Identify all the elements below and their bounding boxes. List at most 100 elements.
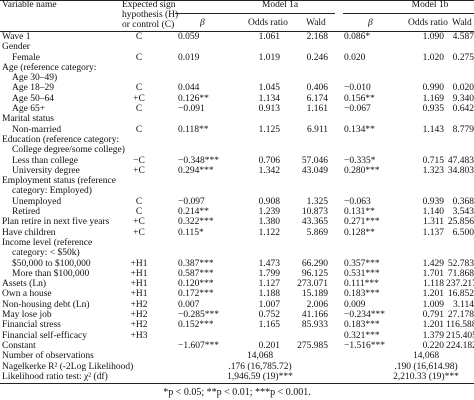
table-row: Assets (Ln) +H1 0.120*** 1.127 273.071 0.111*… xyxy=(0,279,474,289)
table-row: Less than college −C −0.348*** 0.706 57.046 −… xyxy=(0,156,474,166)
row-hypothesis: +H3 xyxy=(130,330,148,341)
row-hypothesis: −C xyxy=(133,155,145,166)
model-1a-odds: 1.473 xyxy=(258,258,280,269)
bottom-rule xyxy=(0,383,474,385)
model-1a-odds: 1.122 xyxy=(258,227,280,238)
model-1b-beta: 0.086* xyxy=(344,32,371,42)
top-rule xyxy=(0,0,474,1)
table-row: Wave 1 C 0.059 1.061 2.168 0.086* 1.090 4.587 xyxy=(0,32,474,42)
table-row: Retired C 0.214** 1.239 10.873 0.131** 1.140 3.… xyxy=(0,207,474,217)
model-1b-odds: 1.201 xyxy=(422,320,444,331)
model-1b-wald: 215.405 xyxy=(446,330,474,341)
model-1a-wald: 5.869 xyxy=(306,227,328,238)
table-row: Number of observations 14,068 14,068 xyxy=(0,351,474,361)
table-row: category: Employed) xyxy=(0,186,474,196)
model-1b-wald: 25.856 xyxy=(447,217,474,228)
model-1b-beta: 0.111*** xyxy=(344,279,379,290)
row-label: Retired xyxy=(12,207,40,218)
table-row: Unemployed C −0.097 0.908 1.325 −0.063 0.939 0.… xyxy=(0,197,474,207)
model-1b-beta: 0.321*** xyxy=(344,330,380,341)
model-1b-wald: 0.275 xyxy=(452,52,474,63)
model-1a-odds: 1.188 xyxy=(258,289,280,300)
model-1a-beta: 0.152*** xyxy=(178,320,214,331)
row-label: Constant xyxy=(2,340,36,351)
row-hypothesis: C xyxy=(135,124,143,135)
row-label: Financial self-efficacy xyxy=(2,330,88,341)
table-row: Plan retire in next five years +C 0.322***… xyxy=(0,217,474,227)
row-label: More than $100,000 xyxy=(12,268,90,279)
model-1a-beta: 0.059 xyxy=(178,32,200,42)
model-1a-odds: 0.752 xyxy=(258,310,280,321)
model-1a-summary: .176 (16,785.72) xyxy=(228,361,292,372)
row-hypothesis: +H2 xyxy=(130,299,148,310)
model-1a-wald: 96.125 xyxy=(301,268,328,279)
row-label: Financial stress xyxy=(2,320,61,331)
model-1a-wald: 275.985 xyxy=(297,340,328,351)
row-label: Unemployed xyxy=(12,196,62,207)
model-1a-wald: 43.049 xyxy=(301,165,328,176)
model-1b-wald: 0.020 xyxy=(452,83,474,94)
model-1a-odds: 1.799 xyxy=(258,268,280,279)
model-1a-odds: 0.913 xyxy=(258,104,280,115)
model-1a-odds: 1.019 xyxy=(258,52,280,63)
model-1a-beta: 0.322*** xyxy=(178,217,214,228)
model-1a-odds: 1.239 xyxy=(258,207,280,218)
row-label: Less than college xyxy=(12,155,78,166)
table-row: Nagelkerke R² (-2Log Likelihood) .176 (16… xyxy=(0,362,474,372)
model-1b-wald: 52.783 xyxy=(447,258,474,269)
row-label: Income level (reference xyxy=(2,237,93,248)
model-1b-wald: 8.779 xyxy=(452,124,474,135)
model-1a-beta: 0.019 xyxy=(178,52,200,63)
table-row: Age 18–29 C 0.044 1.045 0.406 −0.010 0.990 0.02… xyxy=(0,83,474,93)
model-1b-wald: 0.642 xyxy=(452,104,474,115)
model-1b-odds: 1.311 xyxy=(422,217,444,228)
row-hypothesis: +C xyxy=(133,227,145,238)
model-1b-beta: 0.156** xyxy=(344,93,375,104)
table-row: Age 65+ C −0.091 0.913 1.161 −0.067 0.935 0.642 xyxy=(0,104,474,114)
row-label: Own a house xyxy=(2,289,52,300)
header-hyp-line3: or control (C) xyxy=(122,20,175,30)
model-1b-beta: −1.516*** xyxy=(344,340,385,351)
model-1a-beta: −0.097 xyxy=(178,196,205,207)
row-hypothesis: C xyxy=(135,104,143,115)
model-1b-underline xyxy=(343,13,474,14)
table-row: Have children +C 0.115* 1.122 5.869 0.128** 1.… xyxy=(0,228,474,238)
table-row: Non-housing debt (Ln) +H2 0.007 1.007 2.006 0… xyxy=(0,300,474,310)
row-hypothesis: +H2 xyxy=(130,320,148,331)
model-1b-beta: −0.063 xyxy=(344,196,371,207)
model-1b-odds: 1.701 xyxy=(422,268,444,279)
header-variable-name: Variable name xyxy=(2,0,57,10)
model-1b-summary: 2,210.33 (19)*** xyxy=(393,371,459,382)
row-hypothesis: C xyxy=(135,52,143,63)
table-row: Age (reference category: xyxy=(0,63,474,73)
row-hypothesis: +C xyxy=(133,217,145,228)
row-label: May lose job xyxy=(2,310,52,321)
model-1a-wald: 41.166 xyxy=(301,310,328,321)
model-1a-wald: 6.174 xyxy=(306,93,328,104)
row-label: Assets (Ln) xyxy=(2,279,47,290)
model-1b-odds: 1.020 xyxy=(422,52,444,63)
row-label: Non-housing debt (Ln) xyxy=(2,299,90,310)
model-1b-odds: 0.715 xyxy=(422,155,444,166)
model-1b-odds: 0.935 xyxy=(422,104,444,115)
table-row: $50,000 to $100,000 +H1 0.387*** 1.473 66.29… xyxy=(0,259,474,269)
row-hypothesis: +H1 xyxy=(130,268,148,279)
model-1a-beta: −0.285*** xyxy=(178,310,219,321)
header-beta-1: β xyxy=(200,18,205,28)
row-hypothesis: +C xyxy=(133,93,145,104)
table-row: May lose job +H2 −0.285*** 0.752 41.166 −0.23… xyxy=(0,310,474,320)
model-1b-beta: 0.020 xyxy=(344,52,366,63)
model-1a-beta: 0.214** xyxy=(178,207,209,218)
row-hypothesis: +H1 xyxy=(130,289,148,300)
row-hypothesis: C xyxy=(135,83,143,94)
model-1b-odds: 1.143 xyxy=(422,124,444,135)
model-1a-odds: 0.201 xyxy=(258,340,280,351)
model-1b-wald: 3.543 xyxy=(452,207,474,218)
model-1a-wald: 66.290 xyxy=(301,258,328,269)
model-1b-beta: 0.357*** xyxy=(344,258,380,269)
model-1b-odds: 0.990 xyxy=(422,83,444,94)
model-1a-beta: 0.587*** xyxy=(178,268,214,279)
table-row: Likelihood ratio test: χ² (df) 1,946.59 (… xyxy=(0,372,474,382)
model-1b-beta: 0.280*** xyxy=(344,165,380,176)
row-label: Likelihood ratio test: χ² (df) xyxy=(2,371,108,382)
